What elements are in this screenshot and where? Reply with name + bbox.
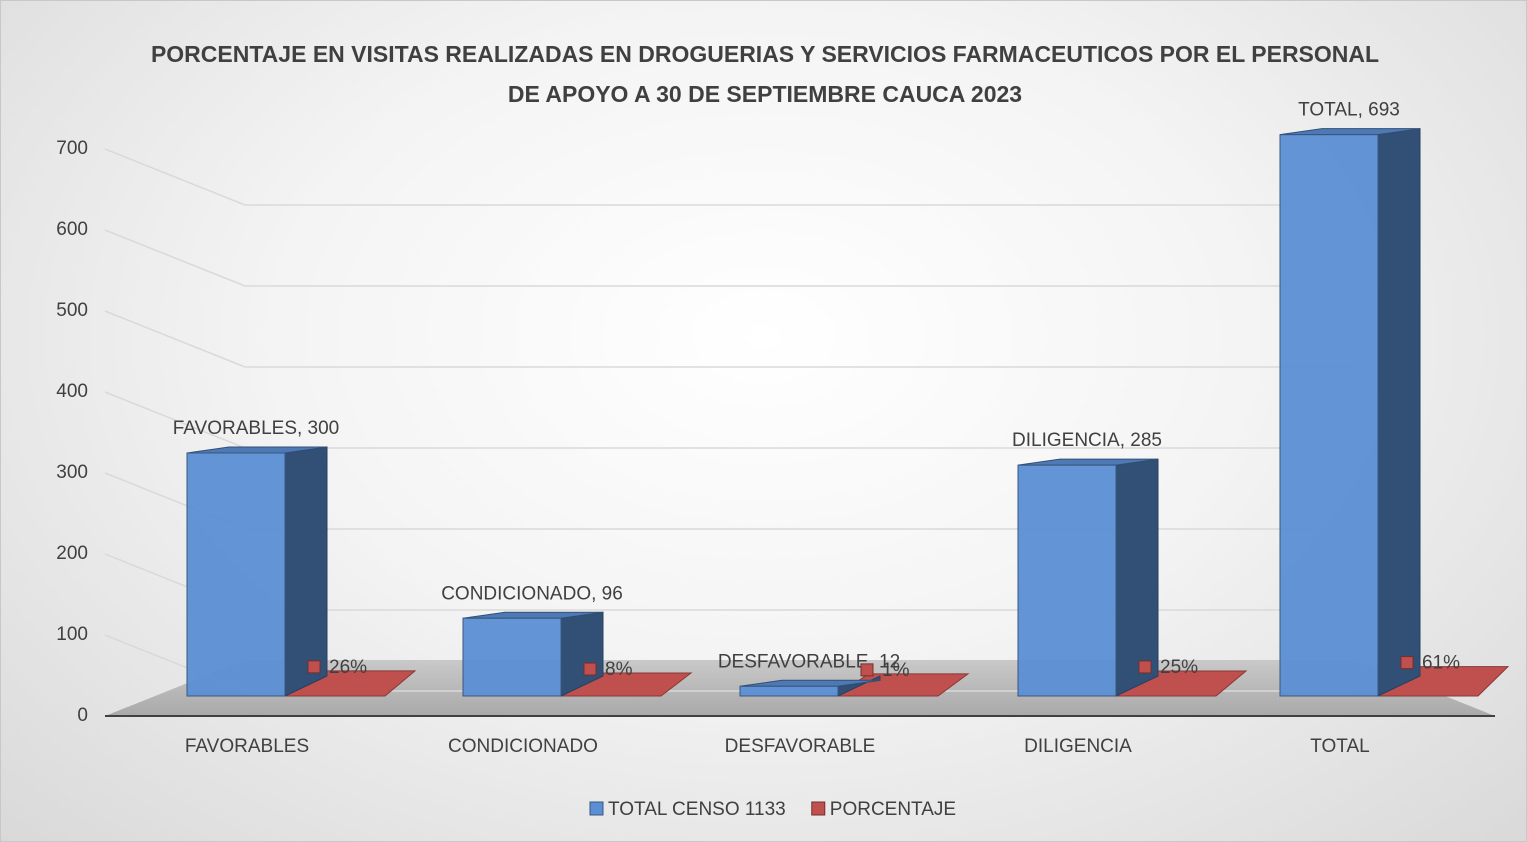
- data-label: 25%: [1160, 657, 1198, 678]
- x-tick-label: CONDICIONADO: [448, 736, 598, 757]
- marker: [1400, 656, 1414, 670]
- x-tick-label: TOTAL: [1310, 736, 1369, 757]
- data-label: 8%: [605, 659, 633, 680]
- x-tick-label: FAVORABLES: [185, 736, 309, 757]
- x-tick-label: DESFAVORABLE: [725, 736, 876, 757]
- y-tick-label: 700: [56, 138, 88, 159]
- data-label: TOTAL, 693: [1298, 100, 1400, 121]
- legend-label: TOTAL CENSO 1133: [608, 799, 786, 820]
- marker: [307, 660, 321, 674]
- bar-face: [1115, 458, 1159, 697]
- x-tick-label: DILIGENCIA: [1024, 736, 1132, 757]
- data-label: DESFAVORABLE, 12: [718, 651, 900, 672]
- data-label: 1%: [882, 660, 910, 681]
- bar: [462, 611, 604, 697]
- y-tick-label: 500: [56, 300, 88, 321]
- data-label: DILIGENCIA, 285: [1012, 430, 1162, 451]
- y-tick-label: 600: [56, 219, 88, 240]
- bar: [739, 675, 881, 697]
- data-label: FAVORABLES, 300: [173, 418, 340, 439]
- chart-title: PORCENTAJE EN VISITAS REALIZADAS EN DROG…: [150, 41, 1380, 107]
- grid-line: [104, 148, 1355, 206]
- y-tick-label: 200: [56, 543, 88, 564]
- grid-line: [104, 310, 1355, 368]
- marker: [860, 663, 874, 677]
- bar: [1279, 128, 1421, 697]
- bar-face: [462, 617, 562, 697]
- legend-swatch: [811, 801, 826, 816]
- bar-face: [739, 685, 839, 697]
- y-tick-label: 100: [56, 624, 88, 645]
- marker: [1138, 660, 1152, 674]
- data-label: 61%: [1422, 653, 1460, 674]
- bar: [186, 446, 328, 697]
- y-tick-label: 300: [56, 462, 88, 483]
- bar-face: [1017, 464, 1117, 697]
- y-tick-label: 400: [56, 381, 88, 402]
- bar: [1017, 458, 1159, 697]
- y-tick-label: 0: [77, 705, 88, 726]
- bar-face: [186, 452, 286, 697]
- marker: [583, 662, 597, 676]
- grid-line: [104, 229, 1355, 287]
- data-label: CONDICIONADO, 96: [441, 583, 623, 604]
- legend-label: PORCENTAJE: [830, 799, 956, 820]
- legend-swatch: [589, 801, 604, 816]
- bar-face: [284, 446, 328, 697]
- bar-face: [1279, 134, 1379, 697]
- data-label: 26%: [329, 657, 367, 678]
- bar-face: [1377, 128, 1421, 697]
